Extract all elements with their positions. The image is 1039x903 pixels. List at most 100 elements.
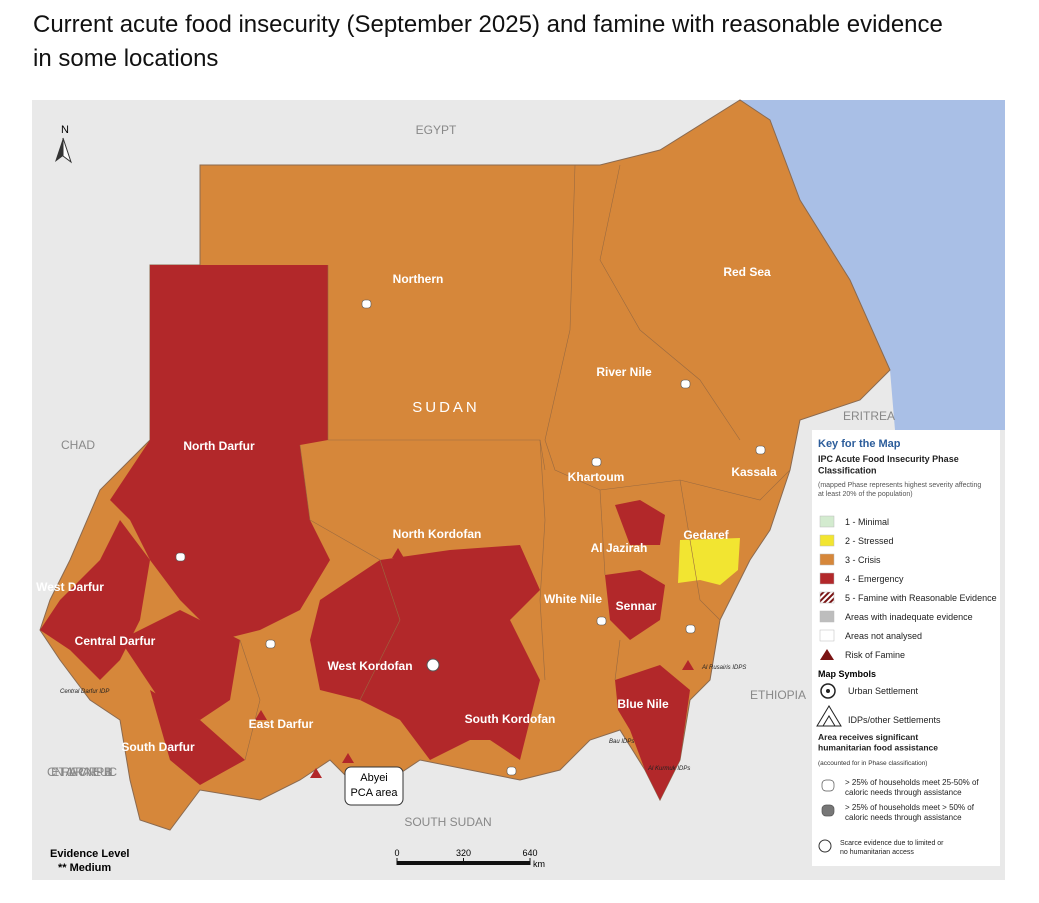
idp-marker [392,548,404,558]
area [615,500,665,545]
state-labels: Northern Red Sea River Nile North Darfur Kha… [36,265,777,754]
legend-idp-icon [816,705,842,727]
idp-marker [255,710,267,720]
sack [680,379,691,389]
urban-marker [426,658,440,672]
legend-box [812,430,1000,866]
state-label: Northern [393,272,444,286]
state-label: Khartoum [568,470,625,484]
legend-subtitle: Map Symbols [818,669,876,679]
legend-swatch [819,534,835,547]
neighbour-label: CENTRAL AFRICAN REPUBLIC [47,765,117,779]
area [120,610,240,720]
legend-text: (mapped Phase represents highest severit… [818,482,981,498]
state-borders [239,164,791,761]
sack [591,457,602,467]
legend-label: Risk of Famine [845,650,905,660]
state-label: Red Sea [723,265,771,279]
legend-label: Areas not analysed [845,631,922,641]
legend-swatch [819,553,835,566]
legend-sack-icon [821,779,835,792]
scale-label: 640 [522,848,537,858]
legend-swatch [819,591,835,604]
legend-label: IDPs/other Settlements [848,715,941,725]
camp-label: Al Kurmuk IDPs [647,766,690,772]
area [110,265,330,640]
stressed-area [678,538,740,585]
state-label: East Darfur [249,717,314,731]
scale-unit: km [533,859,545,869]
abyei-label: PCA area [350,787,398,799]
title: Current acute food insecurity (September… [33,11,943,72]
neighbour-label: ETHIOPIA [750,688,806,702]
legend-text: > 25% of households meet 25-50% of calori… [845,778,979,797]
camp-label: Al Rusairis IDPS [701,665,746,671]
legend-scarce-icon [818,839,832,853]
sack [175,552,186,562]
state-label: White Nile [544,592,602,606]
state-label: West Kordofan [327,659,412,673]
evidence-value: ** Medium [58,862,111,874]
neighbour-labels: EGYPT CHAD ERITREA ETHIOPIA CENTRAL AFRICAN … [47,123,895,829]
legend-label: 1 - Minimal [845,517,889,527]
idp-markers [255,548,694,778]
evidence-title: Evidence Level [50,848,130,860]
neighbour-label: ERITREA [843,409,895,423]
legend-swatch [819,572,835,585]
area [605,570,665,640]
state-label: Sennar [616,599,657,613]
sack [755,445,766,455]
legend-label: 2 - Stressed [845,536,894,546]
area [310,545,540,760]
country-label: SUDAN [412,399,480,416]
north-label: N [61,124,69,136]
legend-swatch [819,629,835,642]
legend-label: 5 - Famine with Reasonable Evidence [845,593,997,603]
legend-title: Key for the Map [818,438,901,450]
area [150,690,245,785]
legend-label: 3 - Crisis [845,555,881,565]
scale-label: 0 [394,848,399,858]
area [615,665,690,800]
legend-text: IPC Acute Food Insecurity Phase Classific… [818,454,959,475]
neighbour-label: EGYPT [416,123,457,137]
state-label: Al Jazirah [591,541,648,555]
abyei-box [344,766,404,806]
sack [596,616,607,626]
camp-label: Bau IDPs [609,739,634,745]
legend-text: > 25% of households meet > 50% of caloric… [845,803,975,822]
state-label: North Darfur [183,439,255,453]
idp-marker [342,753,354,763]
legend-swatch [819,610,835,623]
legend-risk-icon [820,649,834,660]
state-label: North Kordofan [393,527,482,541]
sack [685,624,696,634]
sack [361,299,372,309]
north-arrow [62,137,72,164]
north-arrow [55,138,63,162]
assistance-markers [175,299,766,776]
sack [265,639,276,649]
scale-label: 320 [456,848,471,858]
neighbour-label: CHAD [61,438,95,452]
red-sea [740,100,1005,430]
neighbour-label: SOUTH SUDAN [404,815,491,829]
state-label: Central Darfur [75,634,156,648]
state-label: West Darfur [36,580,104,594]
legend-label: Urban Settlement [848,686,919,696]
state-label: Blue Nile [617,697,669,711]
camp-label: Central Darfur IDP [60,689,109,695]
legend-sack-icon [821,804,835,817]
abyei-label: Abyei [360,772,388,784]
legend-label: 4 - Emergency [845,574,904,584]
legend-swatch [819,515,835,528]
idp-marker [682,660,694,670]
legend-note: (accounted for in Phase classification) [818,760,927,767]
legend: Key for the Map IPC Acute Food Insecurity… [812,430,1000,866]
idp-marker [310,768,322,778]
state-label: South Darfur [121,740,195,754]
state-label: River Nile [596,365,652,379]
